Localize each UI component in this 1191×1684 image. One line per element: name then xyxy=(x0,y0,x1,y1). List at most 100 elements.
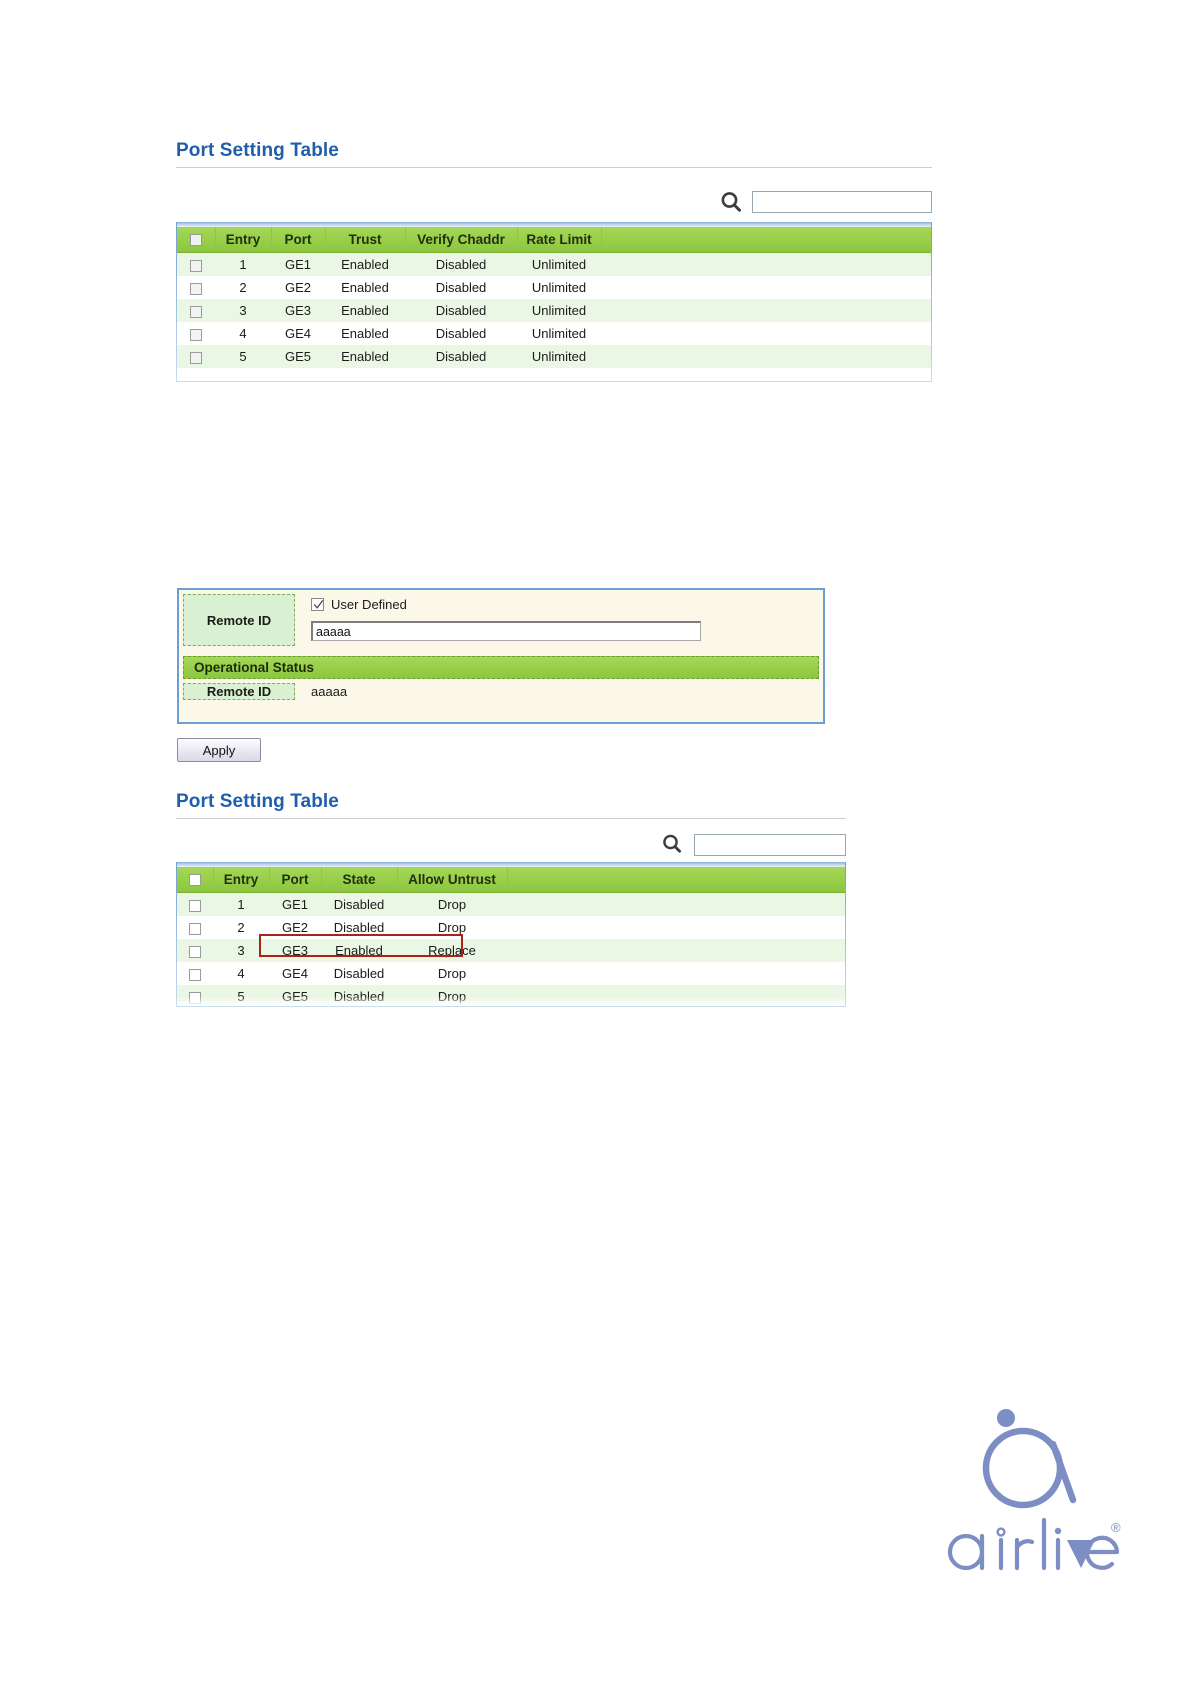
col-verify-chaddr[interactable]: Verify Chaddr xyxy=(405,227,518,253)
op-remote-id-value: aaaaa xyxy=(311,684,348,699)
user-defined-checkbox-line[interactable]: User Defined xyxy=(311,597,813,612)
cell-filler xyxy=(507,916,845,939)
section2-table: Entry Port State Allow Untrust 1 GE1 Dis… xyxy=(177,867,845,1006)
cell-allow-untrust: Drop xyxy=(397,962,507,985)
operational-status-header: Operational Status xyxy=(183,656,819,679)
table-row[interactable]: 3 GE3 Enabled Replace xyxy=(177,939,845,962)
row-checkbox-cell[interactable] xyxy=(177,345,215,368)
cell-filler xyxy=(601,299,931,322)
table-row[interactable]: 5 GE5 Enabled Disabled Unlimited xyxy=(177,345,931,368)
col-entry[interactable]: Entry xyxy=(213,867,270,893)
cell-trust: Enabled xyxy=(325,345,405,368)
cell-port: GE5 xyxy=(271,345,325,368)
section2-table-header-row: Entry Port State Allow Untrust xyxy=(177,867,845,893)
cell-entry: 4 xyxy=(213,962,269,985)
row-checkbox[interactable] xyxy=(190,328,202,341)
cell-filler xyxy=(507,939,845,962)
table-row[interactable]: 3 GE3 Enabled Disabled Unlimited xyxy=(177,299,931,322)
cell-state: Disabled xyxy=(321,962,397,985)
cell-rate-limit: Unlimited xyxy=(517,252,601,276)
remote-id-input[interactable] xyxy=(311,621,701,641)
cell-entry: 4 xyxy=(215,322,271,345)
section1-table-body: 1 GE1 Enabled Disabled Unlimited 2 GE2 E… xyxy=(177,252,931,368)
select-all-checkbox[interactable] xyxy=(189,234,202,247)
row-checkbox-cell[interactable] xyxy=(177,892,213,916)
table-row[interactable]: 5 GE5 Disabled Drop xyxy=(177,985,845,1006)
row-checkbox[interactable] xyxy=(189,968,201,981)
row-checkbox-cell[interactable] xyxy=(177,322,215,345)
row-checkbox[interactable] xyxy=(190,351,202,364)
cell-rate-limit: Unlimited xyxy=(517,322,601,345)
table-row[interactable]: 1 GE1 Disabled Drop xyxy=(177,892,845,916)
cell-trust: Enabled xyxy=(325,299,405,322)
row-checkbox[interactable] xyxy=(189,991,201,1004)
cell-allow-untrust: Replace xyxy=(397,939,507,962)
row-checkbox[interactable] xyxy=(190,282,202,295)
cell-allow-untrust: Drop xyxy=(397,985,507,1006)
col-allow-untrust[interactable]: Allow Untrust xyxy=(397,867,508,893)
select-all-header[interactable] xyxy=(177,867,214,893)
row-checkbox-cell[interactable] xyxy=(177,916,213,939)
row-checkbox[interactable] xyxy=(189,922,201,935)
row-checkbox[interactable] xyxy=(190,259,202,272)
section1-search-row xyxy=(176,188,932,216)
cell-filler xyxy=(601,252,931,276)
col-port[interactable]: Port xyxy=(271,227,326,253)
cell-filler xyxy=(507,892,845,916)
table-row[interactable]: 1 GE1 Enabled Disabled Unlimited xyxy=(177,252,931,276)
cell-state: Disabled xyxy=(321,916,397,939)
row-checkbox-cell[interactable] xyxy=(177,252,215,276)
select-all-header[interactable] xyxy=(177,227,216,253)
cell-filler xyxy=(601,322,931,345)
cell-verify-chaddr: Disabled xyxy=(405,345,517,368)
cell-port: GE4 xyxy=(269,962,321,985)
apply-button[interactable]: Apply xyxy=(177,738,261,762)
table-row[interactable]: 2 GE2 Enabled Disabled Unlimited xyxy=(177,276,931,299)
row-checkbox-cell[interactable] xyxy=(177,299,215,322)
row-checkbox-cell[interactable] xyxy=(177,939,213,962)
section1-table-header-row: Entry Port Trust Verify Chaddr Rate Limi… xyxy=(177,227,931,253)
cell-filler xyxy=(601,276,931,299)
row-checkbox-cell[interactable] xyxy=(177,985,213,1006)
cell-entry: 3 xyxy=(215,299,271,322)
col-entry[interactable]: Entry xyxy=(215,227,272,253)
airlive-logo: ® xyxy=(945,1400,1130,1580)
cell-verify-chaddr: Disabled xyxy=(405,276,517,299)
remote-id-form-panel: Remote ID User Defined Operational Statu… xyxy=(177,588,825,724)
cell-rate-limit: Unlimited xyxy=(517,276,601,299)
col-trust[interactable]: Trust xyxy=(325,227,406,253)
table-row[interactable]: 4 GE4 Disabled Drop xyxy=(177,962,845,985)
table-row[interactable]: 2 GE2 Disabled Drop xyxy=(177,916,845,939)
section2-title-divider xyxy=(176,818,846,819)
section2-port-setting-grid: Entry Port State Allow Untrust 1 GE1 Dis… xyxy=(176,862,846,1007)
cell-allow-untrust: Drop xyxy=(397,916,507,939)
select-all-checkbox[interactable] xyxy=(188,874,201,887)
cell-port: GE2 xyxy=(269,916,321,939)
cell-state: Disabled xyxy=(321,985,397,1006)
col-rate-limit[interactable]: Rate Limit xyxy=(517,227,602,253)
section2-search-input[interactable] xyxy=(694,834,846,856)
user-defined-checkbox[interactable] xyxy=(311,598,324,611)
row-checkbox[interactable] xyxy=(189,899,201,912)
col-port[interactable]: Port xyxy=(269,867,322,893)
check-icon xyxy=(313,600,324,609)
cell-state: Enabled xyxy=(321,939,397,962)
cell-port: GE4 xyxy=(271,322,325,345)
cell-port: GE5 xyxy=(269,985,321,1006)
table-row[interactable]: 4 GE4 Enabled Disabled Unlimited xyxy=(177,322,931,345)
row-checkbox[interactable] xyxy=(189,945,201,958)
cell-rate-limit: Unlimited xyxy=(517,345,601,368)
search-icon xyxy=(660,832,686,858)
cell-entry: 3 xyxy=(213,939,269,962)
cell-trust: Enabled xyxy=(325,252,405,276)
row-checkbox[interactable] xyxy=(190,305,202,318)
cell-state: Disabled xyxy=(321,892,397,916)
cell-filler xyxy=(507,985,845,1006)
col-state[interactable]: State xyxy=(321,867,398,893)
row-checkbox-cell[interactable] xyxy=(177,276,215,299)
section1-search-input[interactable] xyxy=(752,191,932,213)
cell-entry: 2 xyxy=(213,916,269,939)
section1-page-title: Port Setting Table xyxy=(176,140,339,161)
op-remote-id-label: Remote ID xyxy=(183,683,295,700)
row-checkbox-cell[interactable] xyxy=(177,962,213,985)
